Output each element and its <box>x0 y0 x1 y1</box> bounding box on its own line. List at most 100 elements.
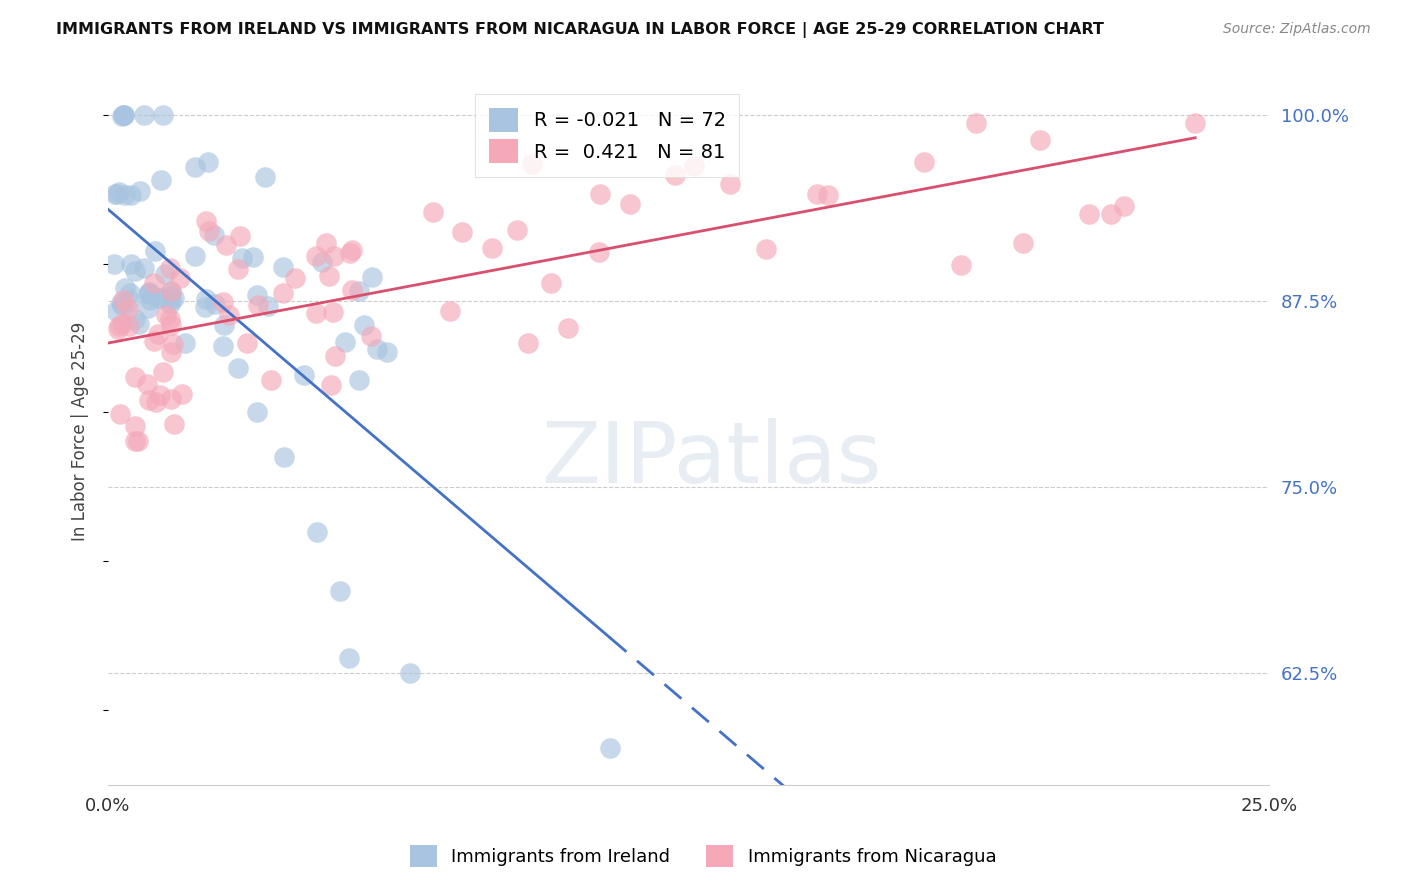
Point <box>204 297 226 311</box>
Point <box>129 184 152 198</box>
Point <box>311 254 333 268</box>
Point <box>153 267 176 281</box>
Point <box>111 108 134 122</box>
Point <box>136 377 159 392</box>
Point <box>965 116 987 130</box>
Point <box>246 287 269 301</box>
Point <box>138 285 160 299</box>
Point <box>1012 236 1035 251</box>
Legend: R = -0.021   N = 72, R =  0.421   N = 81: R = -0.021 N = 72, R = 0.421 N = 81 <box>475 95 740 177</box>
Point <box>451 225 474 239</box>
Text: Source: ZipAtlas.com: Source: ZipAtlas.com <box>1223 22 1371 37</box>
Point <box>375 344 398 359</box>
Point <box>806 187 828 202</box>
Point <box>117 301 139 316</box>
Point <box>150 173 173 187</box>
Point <box>540 276 562 290</box>
Point <box>132 261 155 276</box>
Point <box>159 296 181 310</box>
Point <box>236 335 259 350</box>
Point <box>366 343 388 357</box>
Point <box>149 388 172 402</box>
Point <box>342 284 364 298</box>
Point <box>193 300 215 314</box>
Text: IMMIGRANTS FROM IRELAND VS IMMIGRANTS FROM NICARAGUA IN LABOR FORCE | AGE 25-29 : IMMIGRANTS FROM IRELAND VS IMMIGRANTS FR… <box>56 22 1104 38</box>
Point <box>242 250 264 264</box>
Point <box>107 319 129 334</box>
Point <box>111 298 134 312</box>
Point <box>619 197 641 211</box>
Point <box>718 177 741 191</box>
Point <box>120 286 142 301</box>
Point <box>128 317 150 331</box>
Point <box>305 306 328 320</box>
Point <box>212 318 235 332</box>
Point <box>107 322 129 336</box>
Point <box>105 303 128 318</box>
Point <box>120 293 142 307</box>
Point <box>273 450 295 465</box>
Point <box>110 317 132 331</box>
Point <box>146 326 169 341</box>
Point <box>399 666 422 681</box>
Point <box>197 155 219 169</box>
Point <box>226 360 249 375</box>
Point <box>159 311 181 326</box>
Point <box>143 276 166 290</box>
Point <box>118 318 141 333</box>
Point <box>271 286 294 301</box>
Point <box>256 299 278 313</box>
Point <box>114 280 136 294</box>
Point <box>1077 207 1099 221</box>
Point <box>517 335 540 350</box>
Text: ZIPatlas: ZIPatlas <box>541 417 882 501</box>
Y-axis label: In Labor Force | Age 25-29: In Labor Force | Age 25-29 <box>72 321 89 541</box>
Point <box>138 285 160 300</box>
Point <box>111 109 134 123</box>
Point <box>664 169 686 183</box>
Point <box>260 373 283 387</box>
Point <box>120 188 142 202</box>
Point <box>340 243 363 257</box>
Point <box>159 289 181 303</box>
Point <box>949 259 972 273</box>
Point <box>145 395 167 409</box>
Point <box>183 249 205 263</box>
Point <box>184 160 207 174</box>
Point <box>361 270 384 285</box>
Point <box>149 291 172 305</box>
Point <box>353 318 375 333</box>
Point <box>138 293 160 307</box>
Point <box>108 407 131 421</box>
Point <box>599 740 621 755</box>
Point <box>211 339 233 353</box>
Point <box>152 108 174 122</box>
Point <box>218 309 240 323</box>
Point <box>127 434 149 448</box>
Point <box>124 418 146 433</box>
Point <box>347 284 370 298</box>
Point <box>271 260 294 275</box>
Point <box>159 261 181 276</box>
Point <box>755 242 778 256</box>
Point <box>160 345 183 359</box>
Point <box>335 335 357 350</box>
Point <box>323 249 346 263</box>
Point <box>557 321 579 335</box>
Point <box>912 154 935 169</box>
Point <box>170 386 193 401</box>
Point <box>319 378 342 392</box>
Point <box>817 188 839 202</box>
Point <box>322 305 344 319</box>
Point <box>112 108 135 122</box>
Point <box>160 285 183 299</box>
Point <box>315 235 337 250</box>
Point <box>160 392 183 406</box>
Point <box>194 292 217 306</box>
Point <box>212 295 235 310</box>
Point <box>202 227 225 242</box>
Point <box>305 524 328 539</box>
Point <box>163 291 186 305</box>
Point <box>226 262 249 277</box>
Point <box>124 434 146 449</box>
